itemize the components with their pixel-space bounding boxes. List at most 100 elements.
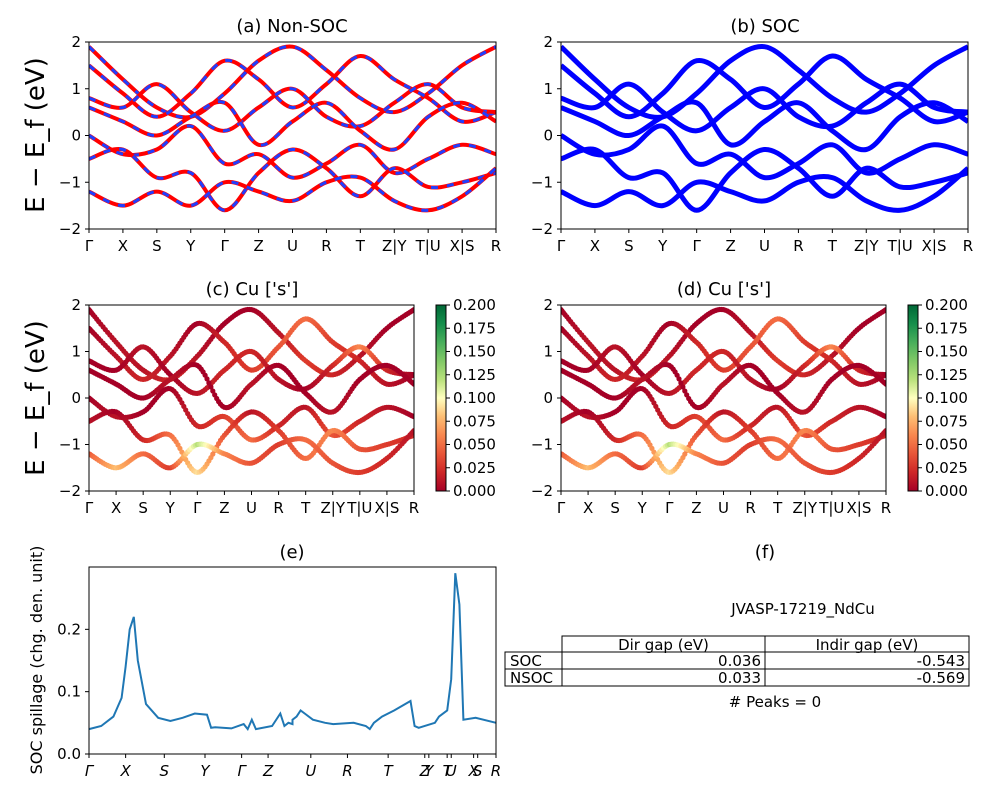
table-footer: # Peaks = 0 <box>729 693 821 711</box>
x-tick-label: Z|Y <box>793 499 818 517</box>
band-line-6 <box>561 166 968 213</box>
x-tick-label: S <box>610 499 620 517</box>
x-tick-label: X <box>590 237 600 255</box>
x-tick-label: Y <box>185 237 196 255</box>
y-tick-label: 0 <box>543 389 553 407</box>
x-tick-label: R <box>321 237 331 255</box>
band-dash-5 <box>89 147 496 212</box>
band-point <box>680 384 686 390</box>
panel-f-title: (f) <box>755 542 775 563</box>
band-point <box>883 381 886 387</box>
y-tick-label: 1 <box>71 80 81 98</box>
colorbar-tick-label: 0.100 <box>453 389 496 407</box>
y-tick-label: −1 <box>531 436 553 454</box>
colorbar-tick-label: 0.175 <box>925 319 968 337</box>
x-tick-label: X|S <box>846 499 871 517</box>
y-tick-label: 1 <box>71 343 81 361</box>
x-tick-label: Z <box>691 499 701 517</box>
y-tick-label: 0 <box>543 127 553 145</box>
y-tick-label: −1 <box>531 173 553 191</box>
band-line-5 <box>561 146 968 213</box>
x-tick-label: Γ <box>85 237 94 255</box>
x-tick-label: Y <box>657 237 668 255</box>
x-tick-label: T <box>772 499 783 517</box>
x-tick-label: U <box>759 237 770 255</box>
x-tick-label: X|S <box>922 237 947 255</box>
y-tick-label: −2 <box>59 220 81 238</box>
colorbar-tick-label: 0.200 <box>925 296 968 314</box>
x-tick-label: X <box>583 499 593 517</box>
x-tick-label: T <box>355 237 366 255</box>
x-tick-label: X <box>111 499 121 517</box>
panel-f-table: JVASP-17219_NdCu Dir gap (eV) Indir gap (e… <box>504 600 970 711</box>
x-tick-label: Y <box>165 499 176 517</box>
band-point <box>676 376 682 382</box>
y-tick-label: −2 <box>531 482 553 500</box>
x-tick-label: X|S <box>450 237 475 255</box>
x-tick-label: R <box>409 499 419 517</box>
colorbar-tick-label: 0.050 <box>453 436 496 454</box>
x-tick-label: Γ <box>193 499 202 517</box>
plot-area <box>89 44 496 213</box>
x-tick-label: S <box>473 762 483 780</box>
y-tick-label: 0.2 <box>57 620 81 638</box>
x-tick-label: Z <box>253 237 263 255</box>
y-tick-label: −2 <box>59 482 81 500</box>
x-tick-label: T|U <box>818 499 844 517</box>
y-tick-label: 1 <box>543 343 553 361</box>
colorbar-tick-label: 0.175 <box>453 319 496 337</box>
band-point <box>411 381 414 387</box>
colorbar-tick-label: 0.150 <box>925 343 968 361</box>
x-tick-label: Γ <box>85 762 95 780</box>
colorbar-tick-label: 0.075 <box>453 412 496 430</box>
panel-d-title: (d) Cu ['s'] <box>677 279 771 300</box>
x-tick-label: U <box>246 499 257 517</box>
ylabel-top: E − E_f (eV) <box>21 57 51 213</box>
colorbar-tick-label: 0.025 <box>925 459 968 477</box>
x-tick-label: R <box>273 499 283 517</box>
x-tick-label: S <box>138 499 148 517</box>
table-value: -0.569 <box>917 669 965 687</box>
plot-area <box>89 306 414 476</box>
y-tick-label: 2 <box>543 296 553 314</box>
y-tick-label: 0.0 <box>57 745 81 763</box>
x-tick-label: T|U <box>346 499 372 517</box>
colorbar-tick-label: 0.075 <box>925 412 968 430</box>
ylabel-spillage: SOC spillage (chg. den. unit) <box>27 546 46 775</box>
x-tick-label: U <box>446 762 457 780</box>
colorbar-tick-label: 0.200 <box>453 296 496 314</box>
colorbar-c: 0.000 0.025 0.050 0.075 0.100 0.125 0.150 0.175… <box>435 296 496 500</box>
x-tick-label: T <box>827 237 838 255</box>
x-tick-label: X <box>467 762 479 780</box>
colorbar-tick-label: 0.125 <box>453 366 496 384</box>
x-tick-label: R <box>745 499 755 517</box>
band-line-3 <box>561 99 968 153</box>
y-tick-label: 2 <box>543 33 553 51</box>
y-tick-label: 0 <box>71 389 81 407</box>
plot-area <box>561 306 886 476</box>
colorbar-tick-label: 0.125 <box>925 366 968 384</box>
band-point <box>411 372 414 378</box>
table-header: Dir gap (eV) <box>618 636 709 654</box>
y-tick-label: 0.1 <box>57 683 81 701</box>
panel-a-axes: −2 −1 0 1 2 Γ X S Y Γ Z U R T Z|Y T|U X|S R <box>59 33 501 255</box>
band-line-0 <box>561 44 968 120</box>
band-point <box>210 388 216 394</box>
x-tick-label: T <box>443 762 454 780</box>
table-caption: JVASP-17219_NdCu <box>730 600 875 619</box>
band-point <box>682 388 688 394</box>
x-tick-label: Γ <box>692 237 701 255</box>
colorbar-tick-label: 0.025 <box>453 459 496 477</box>
panel-e-title: (e) <box>279 542 304 563</box>
x-tick-label: Γ <box>557 499 566 517</box>
band-dash-4 <box>89 124 496 180</box>
spillage-line <box>88 573 497 732</box>
axes-frame <box>88 566 497 755</box>
band-line-2 <box>561 81 968 134</box>
band-point <box>678 380 684 386</box>
band-point <box>883 372 886 378</box>
band-line-1 <box>561 53 968 125</box>
band-point <box>883 307 886 313</box>
